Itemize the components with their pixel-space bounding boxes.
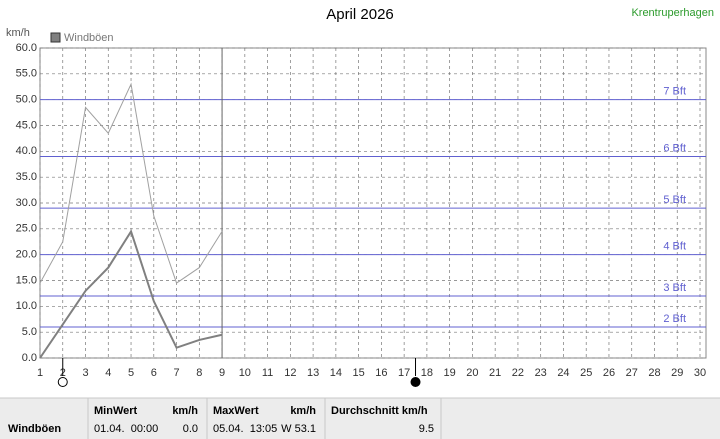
x-tick-label: 9 [219,367,225,379]
x-tick-label: 27 [626,367,638,379]
x-tick-label: 11 [262,367,273,379]
x-tick-label: 22 [512,367,524,379]
min-header: MinWert [94,405,138,417]
y-tick-label: 35.0 [16,171,37,183]
bft-label: 4 Bft [663,241,686,253]
y-tick-label: 10.0 [16,300,37,312]
x-tick-label: 30 [694,367,706,379]
y-tick-label: 15.0 [16,274,37,286]
y-tick-label: 0.0 [22,352,37,364]
bft-label: 5 Bft [663,194,686,206]
x-tick-label: 3 [82,367,88,379]
max-unit: km/h [290,405,316,417]
x-tick-label: 8 [196,367,202,379]
stats-borders [0,397,720,439]
moon-marker [57,377,68,387]
x-tick-label: 26 [603,367,615,379]
y-axis-label: km/h [6,27,30,39]
x-tick-label: 16 [375,367,387,379]
x-tick-label: 10 [239,367,251,379]
y-tick-label: 50.0 [16,94,37,106]
legend-swatch [50,32,61,43]
min-date: 01.04. 00:00 [94,423,158,435]
x-tick-label: 5 [128,367,134,379]
y-tick-label: 5.0 [22,326,37,338]
series-line [39,229,223,359]
x-tick-label: 18 [421,367,433,379]
y-tick-label: 40.0 [16,145,37,157]
max-date: 05.04. 13:05 [213,423,277,435]
min-value: 0.0 [183,423,198,435]
x-tick-label: 13 [307,367,319,379]
x-tick-label: 20 [466,367,478,379]
bft-label: 2 Bft [663,313,686,325]
x-tick-label: 12 [284,367,296,379]
y-tick-label: 55.0 [16,68,37,80]
stats-panel [0,398,720,439]
bft-label: 7 Bft [663,86,686,98]
bft-label: 6 Bft [663,142,686,154]
x-tick-label: 15 [352,367,364,379]
series-line [39,82,223,284]
stats-row-label: Windböen [8,423,61,435]
x-tick-label: 21 [489,367,501,379]
max-header: MaxWert [213,405,259,417]
y-tick-label: 30.0 [16,197,37,209]
x-tick-label: 14 [330,367,342,379]
x-tick-label: 7 [173,367,179,379]
y-tick-label: 20.0 [16,249,37,261]
y-tick-label: 60.0 [16,42,37,54]
x-tick-label: 19 [444,367,456,379]
x-tick-label: 24 [557,367,569,379]
legend-label: Windböen [64,32,114,44]
chart-title: April 2026 [326,6,394,23]
x-tick-label: 29 [671,367,683,379]
moon-marker [410,377,421,387]
max-value: W 53.1 [281,423,316,435]
avg-header: Durchschnitt km/h [331,405,428,417]
x-tick-label: 4 [105,367,111,379]
avg-value: 9.5 [419,423,434,435]
min-unit: km/h [172,405,198,417]
x-tick-label: 17 [398,367,410,379]
bft-label: 3 Bft [663,282,686,294]
station: Krentruperhagen [631,7,714,19]
x-tick-label: 1 [37,367,43,379]
y-tick-label: 25.0 [16,223,37,235]
y-tick-label: 45.0 [16,119,37,131]
x-tick-label: 28 [648,367,660,379]
x-tick-label: 25 [580,367,592,379]
x-tick-label: 23 [535,367,547,379]
x-tick-label: 6 [151,367,157,379]
